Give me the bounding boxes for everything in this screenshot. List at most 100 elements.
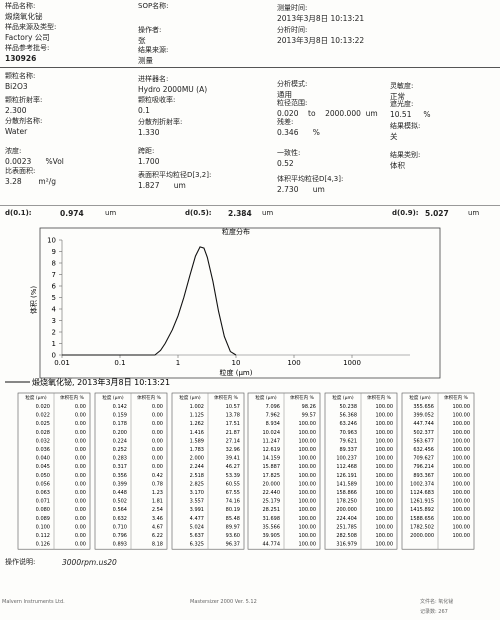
table-cell: 0.063: [36, 490, 50, 496]
table-cell: 6.325: [190, 542, 204, 548]
table-cell: 100.00: [453, 404, 471, 410]
table-cell: 100.00: [299, 499, 317, 505]
param-value: 1.330: [138, 128, 160, 137]
table-cell: 7.096: [266, 404, 280, 410]
table-cell: 100.00: [453, 507, 471, 513]
table-cell: 0.00: [152, 456, 163, 462]
table-cell: 100.00: [376, 464, 394, 470]
x-tick-label: 1: [176, 359, 180, 367]
table-cell: 0.00: [75, 473, 86, 479]
field-label: SOP名称:: [138, 2, 169, 10]
table-cell: 2.000: [190, 456, 204, 462]
table-cell: 893.367: [413, 473, 434, 479]
table-cell: 158.866: [336, 490, 357, 496]
table-cell: 0.00: [75, 438, 86, 444]
param-value: 正常: [390, 92, 405, 101]
table-cell: 100.00: [299, 464, 317, 470]
table-cell: 0.00: [75, 524, 86, 530]
table-cell: 100.00: [376, 499, 394, 505]
x-tick-label: 0.01: [54, 359, 70, 367]
percentile-value: 2.384: [228, 209, 252, 218]
param-label: 分析模式:: [277, 80, 308, 88]
field-value: 130926: [5, 54, 37, 63]
table-cell: 5.637: [190, 533, 204, 539]
table-cell: 0.00: [75, 421, 86, 427]
table-cell: 0.00: [152, 438, 163, 444]
table-cell: 99.57: [302, 413, 316, 419]
table-cell: 39.41: [226, 456, 240, 462]
table-cell: 0.045: [36, 464, 50, 470]
x-tick-label: 100: [287, 359, 300, 367]
param-value: Bi2O3: [5, 82, 28, 91]
table-header: 体积在内 %: [367, 394, 391, 401]
param-label: 比表面积:: [5, 167, 36, 175]
chart-frame: [39, 227, 441, 379]
table-cell: 0.036: [36, 447, 50, 453]
table-header: 粒度 (μm): [332, 394, 353, 401]
table-cell: 79.621: [340, 438, 358, 444]
percentile-label: d(0.5):: [185, 209, 212, 217]
table-cell: 100.00: [453, 464, 471, 470]
table-cell: 1.783: [190, 447, 204, 453]
table-cell: 100.00: [453, 533, 471, 539]
table-cell: 100.00: [299, 481, 317, 487]
table-cell: 56.368: [340, 413, 358, 419]
table-cell: 2.825: [190, 481, 204, 487]
table-header: 体积在内 %: [137, 394, 161, 401]
table-cell: 100.00: [453, 481, 471, 487]
table-cell: 0.178: [113, 421, 127, 427]
table-cell: 282.508: [336, 533, 357, 539]
table-cell: 100.00: [299, 490, 317, 496]
param-label: 结果类别:: [390, 151, 421, 159]
table-cell: 35.566: [263, 524, 281, 530]
table-cell: 100.00: [376, 507, 394, 513]
notes-label: 操作说明:: [5, 558, 36, 566]
table-cell: 563.677: [413, 438, 434, 444]
table-cell: 0.025: [36, 421, 50, 427]
table-cell: 0.00: [75, 481, 86, 487]
y-axis-label: 体积 (%): [29, 286, 38, 315]
table-cell: 10.024: [263, 430, 281, 436]
field-value: 测量: [138, 56, 153, 65]
param-value: 0.346 %: [277, 128, 320, 137]
table-cell: 32.96: [226, 447, 240, 453]
param-label: 分散剂名称:: [5, 117, 43, 125]
table-cell: 0.071: [36, 499, 50, 505]
table-cell: 0.356: [113, 473, 127, 479]
table-cell: 0.00: [75, 507, 86, 513]
y-tick-label: 2: [52, 329, 56, 337]
table-cell: 0.089: [36, 516, 50, 522]
table-cell: 0.78: [152, 481, 163, 487]
table-cell: 0.00: [152, 404, 163, 410]
percentile-value: 5.027: [425, 209, 449, 218]
field-label: 测量时间:: [277, 4, 308, 12]
table-header: 粒度 (μm): [409, 394, 430, 401]
table-cell: 80.19: [226, 507, 240, 513]
table-cell: 0.00: [152, 413, 163, 419]
y-tick-label: 6: [52, 283, 57, 291]
table-cell: 1261.915: [410, 499, 434, 505]
distribution-line: [62, 246, 237, 356]
table-cell: 14.159: [263, 456, 281, 462]
param-value: 10.51 %: [390, 110, 431, 119]
table-cell: 17.51: [226, 421, 240, 427]
table-cell: 224.404: [336, 516, 357, 522]
param-label: 灵敏度:: [390, 82, 414, 90]
table-cell: 0.142: [113, 404, 127, 410]
table-cell: 0.022: [36, 413, 50, 419]
table-cell: 502.377: [413, 430, 434, 436]
param-value: 通用: [277, 90, 292, 99]
table-cell: 0.080: [36, 507, 50, 513]
table-cell: 0.00: [75, 456, 86, 462]
param-value: 体积: [390, 161, 405, 170]
table-cell: 100.00: [376, 490, 394, 496]
table-cell: 100.00: [376, 516, 394, 522]
table-cell: 0.056: [36, 481, 50, 487]
table-cell: 2.244: [190, 464, 204, 470]
y-tick-label: 8: [52, 260, 56, 268]
table-cell: 0.032: [36, 438, 50, 444]
table-cell: 96.37: [226, 542, 240, 548]
y-tick-label: 9: [52, 248, 56, 256]
table-cell: 100.00: [376, 447, 394, 453]
